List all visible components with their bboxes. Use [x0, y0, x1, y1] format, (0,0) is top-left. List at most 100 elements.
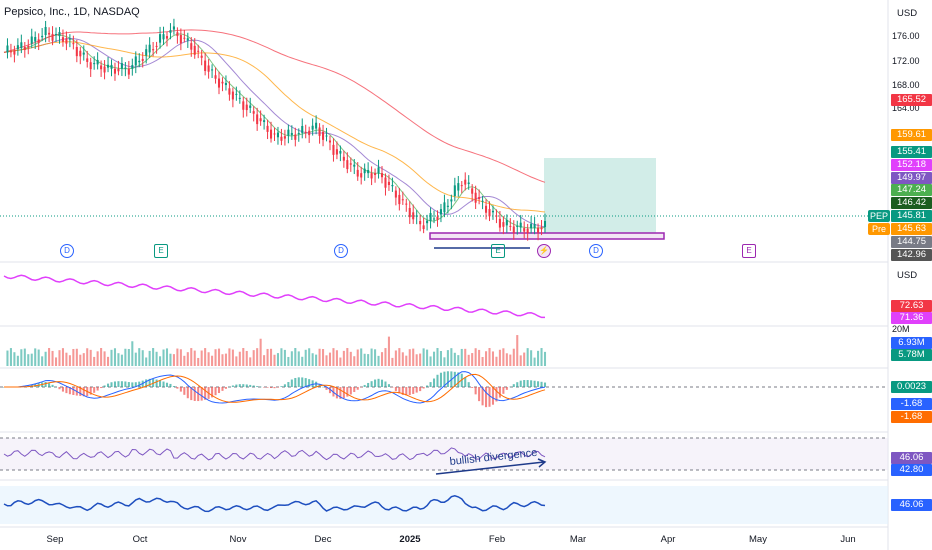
dividend-marker[interactable]: D — [589, 244, 603, 258]
volume-bar — [221, 354, 224, 366]
macd-histogram-bar — [453, 371, 456, 387]
candle-body — [491, 210, 495, 213]
candle-body — [301, 125, 304, 133]
currency-label[interactable]: USD — [897, 8, 918, 19]
candle-body — [398, 194, 401, 205]
macd-histogram-bar — [297, 377, 300, 387]
volume-bar — [162, 349, 165, 366]
macd-histogram-bar — [162, 381, 165, 387]
macd-histogram-bar — [384, 381, 387, 387]
macd-histogram-bar — [543, 382, 547, 387]
candle-body — [228, 88, 231, 95]
volume-bar — [453, 352, 456, 366]
volume-bar — [100, 348, 103, 366]
macd-histogram-bar — [68, 387, 71, 395]
dividend-marker[interactable]: D — [334, 244, 348, 258]
price-label-stop: 142.96 — [891, 249, 932, 261]
macd-histogram-bar — [540, 381, 543, 387]
macd-histogram-bar — [346, 387, 349, 397]
volume-bar — [148, 350, 151, 366]
macd-histogram-bar — [491, 387, 495, 405]
macd-histogram-bar — [405, 387, 408, 396]
future-earnings-marker[interactable]: E — [742, 244, 756, 258]
candle-body — [6, 45, 9, 53]
macd-histogram-bar — [516, 382, 519, 387]
candle-body — [384, 177, 387, 188]
macd-histogram-bar — [214, 387, 217, 396]
volume-bar — [269, 348, 273, 366]
macd-histogram-bar — [495, 387, 498, 402]
volume-bar — [266, 348, 269, 366]
macd-histogram-bar — [377, 378, 380, 387]
volume-bar — [446, 350, 449, 366]
candle-body — [408, 207, 411, 218]
volume-bar — [211, 355, 214, 366]
candle-body — [450, 199, 453, 202]
macd-histogram-bar — [79, 387, 82, 396]
volume-bar — [68, 355, 71, 366]
candle-body — [214, 75, 217, 79]
macd-histogram-bar — [426, 385, 429, 387]
macd-histogram-bar — [235, 384, 238, 387]
macd-histogram-bar — [190, 387, 193, 401]
macd-histogram-bar — [280, 386, 283, 387]
split-marker[interactable]: ⚡ — [537, 244, 551, 258]
candle-body — [380, 173, 384, 178]
macd-histogram-bar — [159, 380, 162, 387]
volume-bar — [519, 355, 522, 366]
macd-histogram-bar — [249, 384, 252, 387]
candle-body — [540, 227, 543, 230]
candle-body — [75, 46, 78, 57]
volume-bar — [481, 357, 484, 366]
macd-histogram-bar — [537, 381, 540, 387]
volume-bar — [478, 349, 481, 366]
volume-bar — [450, 348, 453, 366]
earnings-marker[interactable]: E — [491, 244, 505, 258]
candle-body — [294, 134, 297, 140]
volume-bar — [103, 351, 106, 366]
candle-body — [107, 64, 110, 68]
candle-body — [339, 150, 342, 154]
candle-body — [72, 43, 75, 45]
candle-body — [512, 226, 515, 233]
volume-bar — [9, 348, 12, 366]
macd-histogram-label: 0.0023 — [891, 381, 932, 393]
ma-slow-line — [3, 41, 546, 213]
currency-label[interactable]: USD — [897, 270, 918, 281]
candle-body — [478, 197, 481, 200]
earnings-marker[interactable]: E — [154, 244, 168, 258]
macd-histogram-bar — [27, 385, 30, 387]
volume-bar — [374, 349, 377, 366]
candles — [6, 18, 547, 241]
macd-histogram-bar — [93, 387, 96, 393]
x-tick: Sep — [46, 534, 64, 545]
dividend-marker[interactable]: D — [60, 244, 74, 258]
macd — [2, 371, 547, 408]
volume-bar — [384, 348, 387, 366]
macd-histogram-bar — [172, 386, 175, 387]
macd-histogram-bar — [186, 387, 189, 399]
volume-bar — [509, 354, 512, 366]
volume-bar — [186, 352, 189, 366]
macd-signal-label: -1.68 — [891, 411, 932, 423]
macd-histogram-bar — [127, 382, 130, 387]
macd-histogram-bar — [266, 387, 269, 388]
macd-histogram-bar — [58, 387, 61, 390]
macd-histogram-bar — [273, 387, 276, 389]
macd-histogram-bar — [526, 380, 529, 387]
candle-body — [152, 49, 155, 51]
volume-bar — [335, 350, 338, 366]
macd-histogram-bar — [134, 382, 137, 387]
volume-bar — [391, 357, 394, 366]
volume-bar — [259, 338, 262, 366]
volume-bar — [54, 357, 58, 366]
candle-body — [429, 213, 432, 222]
macd-histogram-bar — [221, 387, 224, 391]
macd-histogram-bar — [488, 387, 491, 407]
candle-body — [44, 26, 47, 36]
oscillator-line — [3, 274, 545, 319]
volume-bar — [190, 348, 193, 366]
candle-body — [37, 39, 40, 43]
macd-histogram-bar — [193, 387, 196, 401]
